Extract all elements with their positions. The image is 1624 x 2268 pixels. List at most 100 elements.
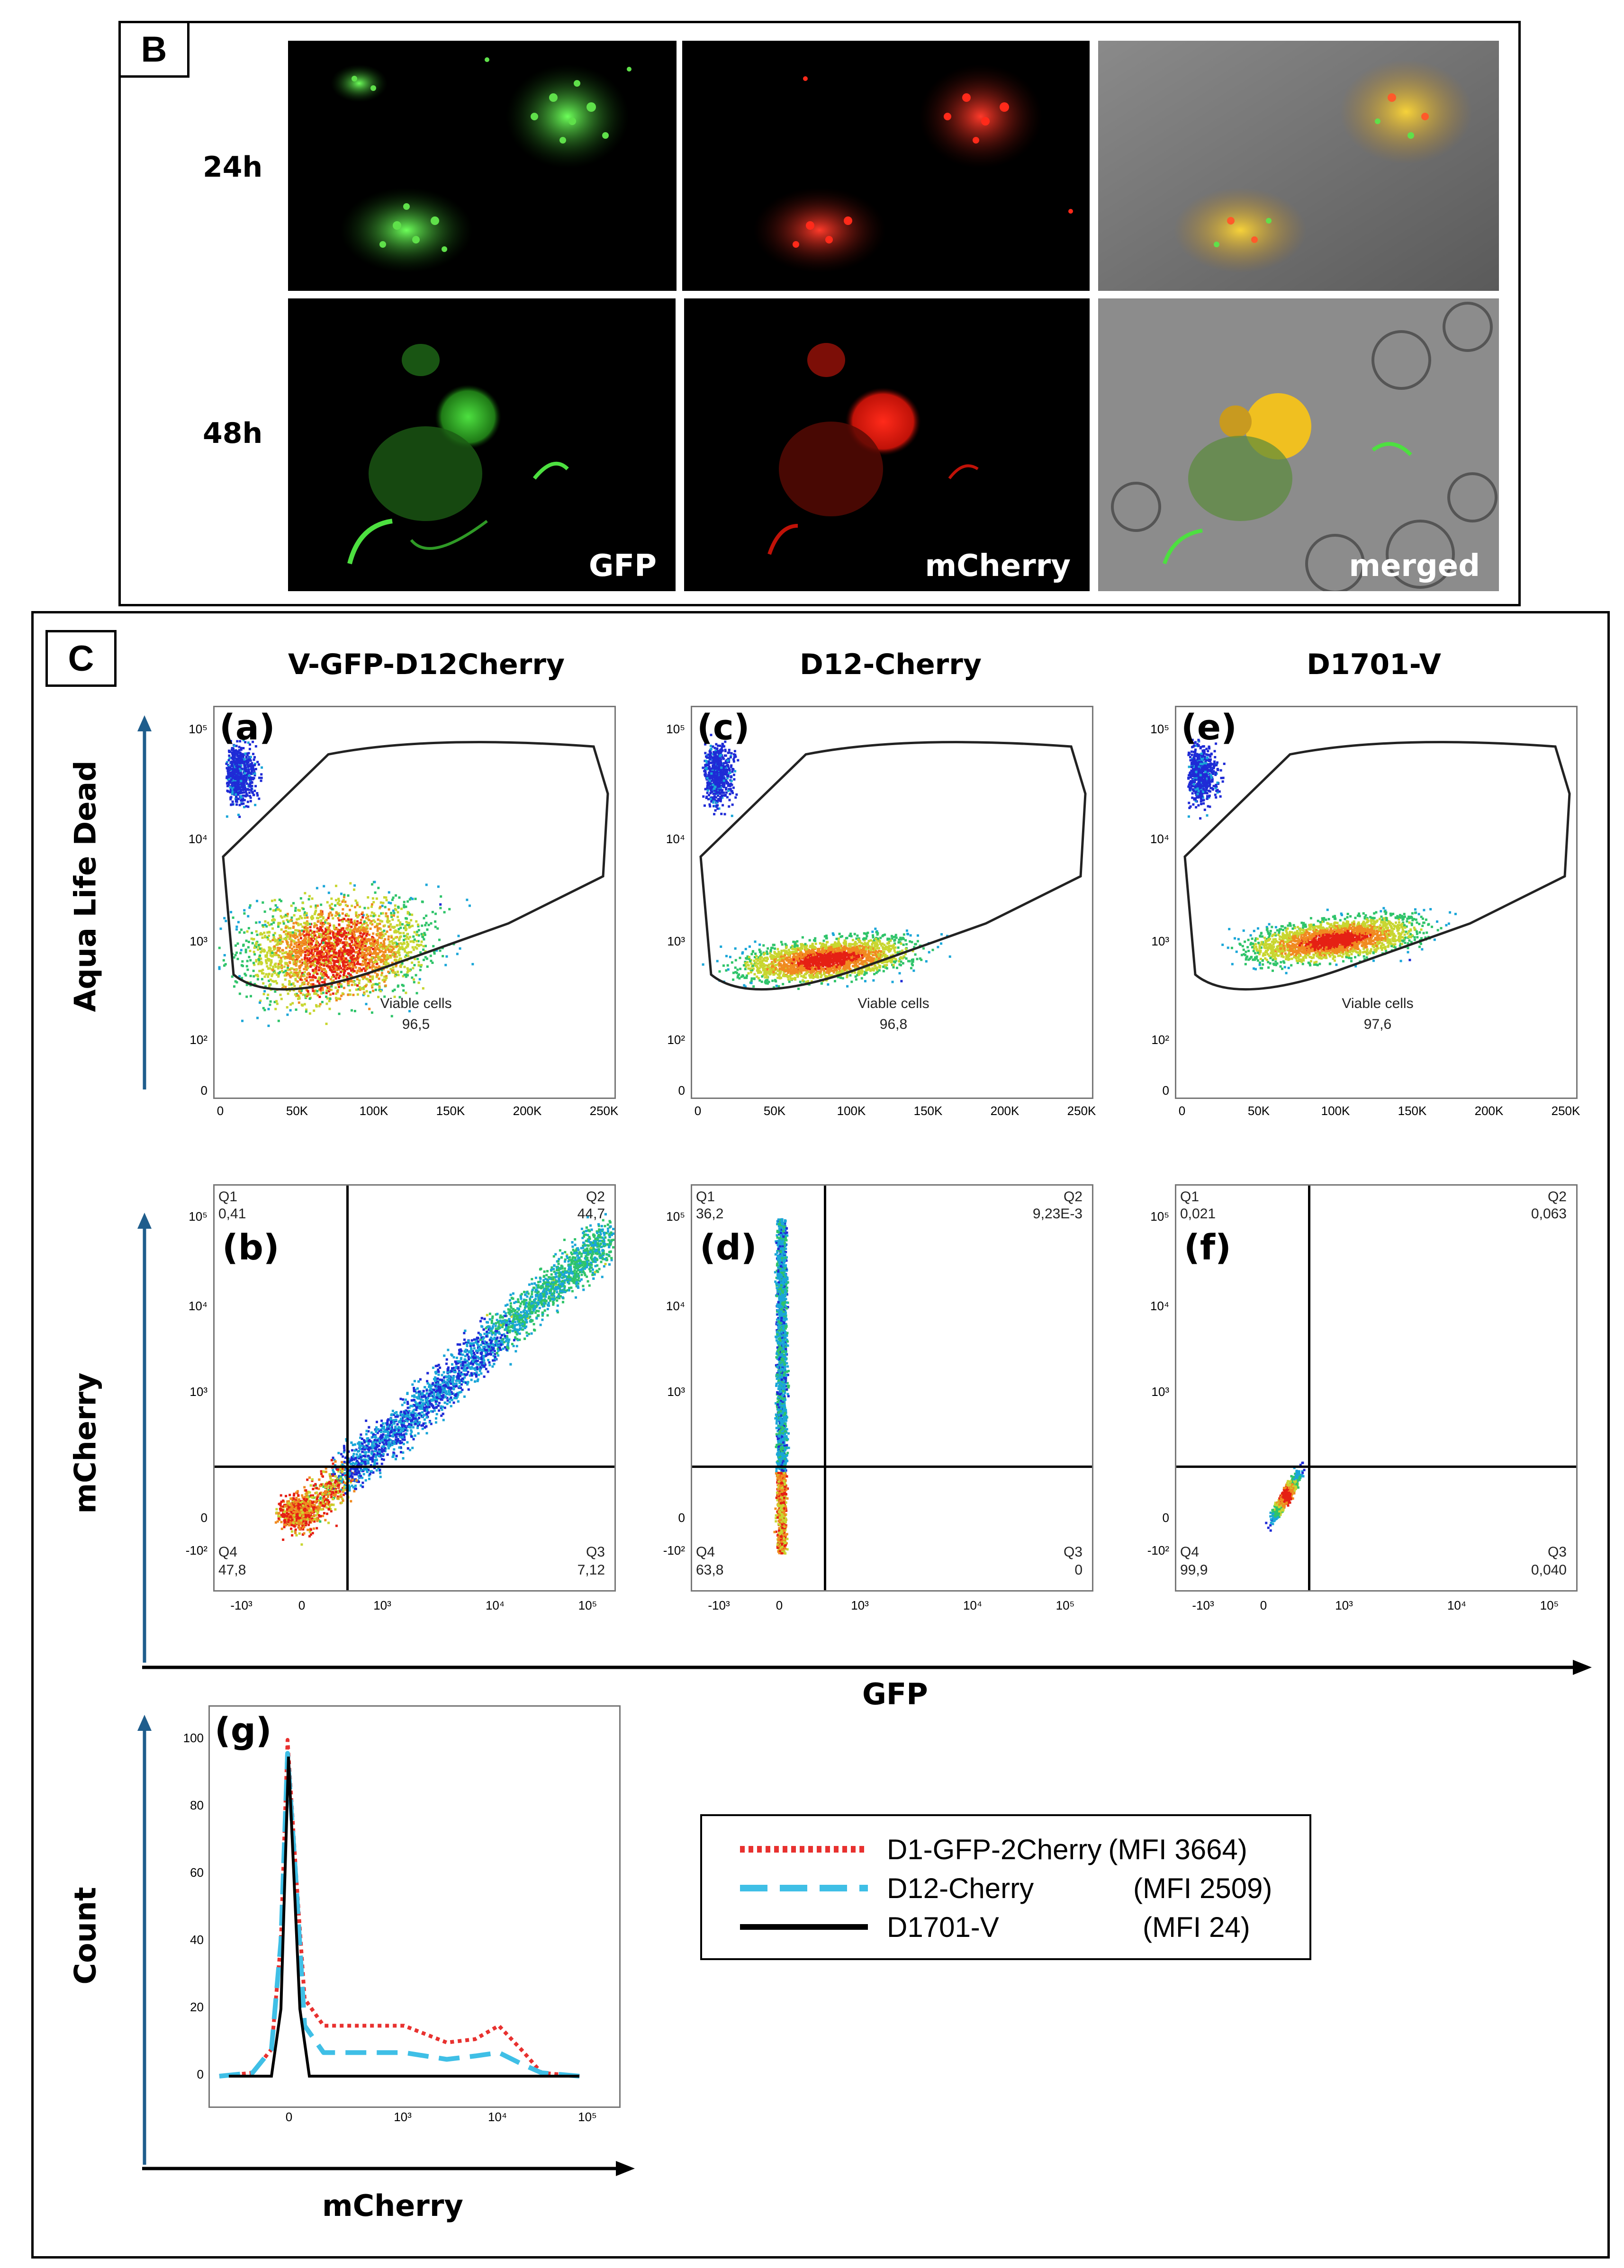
dead-cell-dot: [712, 753, 714, 756]
dead-cell-dot: [710, 762, 713, 765]
viable-cell-dot: [320, 928, 323, 931]
dead-cell-dot: [234, 781, 236, 783]
viable-cell-dot: [898, 972, 901, 975]
viable-cell-dot: [412, 978, 415, 981]
viable-cell-dot: [320, 958, 323, 961]
viable-cell-dot: [305, 912, 308, 915]
dead-cell-dot: [716, 791, 719, 794]
dead-cell-dot: [237, 777, 240, 780]
viable-cell-dot: [351, 971, 354, 973]
viable-cell-dot: [304, 943, 307, 946]
viable-cell-dot: [283, 974, 286, 977]
viable-cell-dot: [416, 944, 419, 946]
viable-cell-dot: [355, 972, 358, 974]
viable-cell-dot: [344, 904, 347, 907]
dead-cell-dot: [719, 781, 722, 783]
viable-cell-dot: [362, 967, 365, 970]
viable-cell-dot: [338, 923, 341, 926]
dead-cell-dot: [232, 765, 235, 768]
viable-cell-dot: [279, 934, 282, 937]
viable-cell-dot: [332, 943, 334, 945]
viable-cell-dot: [407, 937, 410, 940]
viable-cell-dot: [802, 962, 805, 965]
viable-cell-dot: [815, 952, 818, 954]
viable-cell-dot: [383, 924, 386, 927]
viable-cell-dot: [397, 911, 399, 914]
dead-cell-dot: [247, 758, 250, 761]
viable-cell-dot: [338, 1012, 341, 1015]
viable-cell-dot: [313, 922, 316, 925]
viable-cell-dot: [347, 972, 350, 975]
dead-cell-dot: [706, 787, 709, 790]
dead-cell-dot: [714, 767, 717, 770]
viable-cell-dot: [289, 1003, 292, 1006]
viable-cell-dot: [361, 960, 364, 963]
viable-cell-dot: [299, 934, 302, 936]
viable-cell-dot: [318, 964, 321, 967]
viable-cell-dot: [328, 950, 331, 953]
viable-cell-dot: [840, 945, 843, 947]
dead-cell-dot: [245, 776, 248, 779]
viable-cell-dot: [286, 972, 289, 974]
viable-cell-dot: [307, 952, 309, 954]
viable-cell-dot: [243, 909, 246, 912]
dead-cell-dot: [246, 801, 249, 803]
viable-cell-dot: [417, 929, 420, 932]
viable-cell-dot: [416, 957, 419, 960]
dead-cell-dot: [227, 765, 230, 767]
viable-cell-dot: [780, 952, 783, 954]
viable-cell-dot: [252, 970, 255, 972]
viable-cell-dot: [355, 944, 358, 947]
viable-cell-dot: [309, 979, 312, 981]
dead-cell-dot: [238, 788, 241, 791]
dead-cell-dot: [719, 792, 722, 795]
dead-cell-dot: [226, 776, 228, 779]
viable-cell-dot: [278, 972, 280, 975]
dead-cell-dot: [721, 746, 723, 748]
dead-cell-dot: [710, 790, 713, 793]
viable-cell-dot: [377, 967, 380, 970]
viable-cell-dot: [263, 990, 266, 993]
viable-cell-dot: [315, 967, 317, 970]
dead-cell-dot: [712, 758, 714, 761]
viable-cell-dot: [284, 978, 287, 981]
viable-cell-dot: [421, 900, 424, 903]
dead-cell-dot: [722, 765, 724, 768]
viable-cell-dot: [298, 965, 301, 968]
viable-cell-dot: [432, 945, 435, 947]
dead-cell-dot: [231, 792, 234, 795]
viable-cell-dot: [292, 962, 295, 964]
viable-cell-dot: [246, 960, 249, 963]
viable-cell-dot: [418, 978, 421, 981]
viable-cell-dot: [419, 965, 422, 968]
viable-cell-dot: [819, 963, 822, 965]
dead-cell-dot: [703, 770, 706, 773]
viable-cell-dot: [356, 959, 359, 962]
viable-cell-dot: [261, 933, 263, 936]
viable-cell-dot: [759, 964, 762, 967]
dead-cell-dot: [715, 774, 718, 777]
viable-cell-dot: [391, 949, 394, 952]
viable-cell-dot: [304, 942, 307, 945]
viable-cell-dot: [344, 964, 347, 967]
viable-cell-dot: [256, 933, 259, 936]
viable-cell-dot: [408, 926, 411, 929]
viability-1-ytick-1: 10⁴: [188, 832, 208, 846]
viable-cell-dot: [362, 928, 365, 931]
viable-cell-dot: [762, 957, 765, 960]
viable-cell-dot: [769, 963, 772, 965]
dead-cell-dot: [719, 796, 722, 799]
viable-cell-dot: [325, 958, 328, 961]
row2-y-axis-label: mCherry: [68, 1372, 103, 1514]
dead-cell-dot: [240, 759, 243, 762]
viable-cell-dot: [394, 975, 397, 978]
viable-cell-dot: [285, 951, 288, 954]
viable-cell-dot: [352, 954, 355, 957]
viable-cell-dot: [264, 959, 267, 962]
viable-cell-dot: [316, 920, 319, 923]
viable-cell-dot: [238, 931, 241, 934]
viable-cell-dot: [325, 927, 327, 930]
dead-cell-dot: [719, 789, 722, 792]
dead-cell-dot: [251, 784, 253, 787]
viable-cell-dot: [343, 960, 345, 963]
